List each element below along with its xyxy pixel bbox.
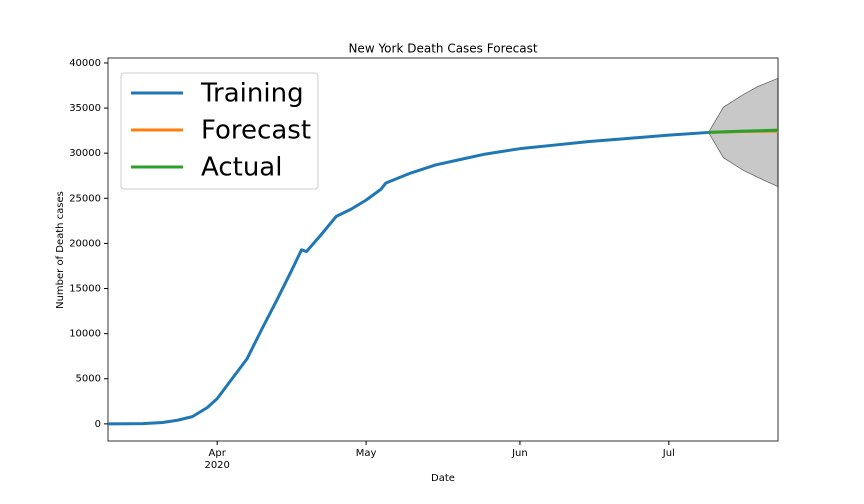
y-tick-label: 10000 bbox=[69, 329, 101, 340]
x-axis-label: Date bbox=[431, 473, 455, 484]
x-tick-label: May bbox=[356, 448, 377, 459]
chart-title: New York Death Cases Forecast bbox=[348, 42, 537, 56]
series-line bbox=[708, 128, 779, 134]
x-tick-sublabel: 2020 bbox=[204, 460, 229, 471]
series-line bbox=[107, 130, 709, 426]
y-tick-label: 20000 bbox=[69, 238, 101, 249]
y-tick-label: 0 bbox=[95, 419, 101, 430]
legend-label: Actual bbox=[201, 153, 282, 183]
legend-box bbox=[120, 72, 319, 190]
y-tick-label: 40000 bbox=[69, 58, 101, 69]
x-tick-label: Jun bbox=[511, 448, 528, 459]
y-tick-label: 5000 bbox=[76, 374, 101, 385]
y-tick-label: 30000 bbox=[69, 148, 101, 159]
legend-label: Training bbox=[200, 79, 304, 109]
plot-frame bbox=[107, 57, 779, 442]
x-tick-label: Apr bbox=[209, 448, 227, 459]
x-tick-label: Jul bbox=[662, 448, 675, 459]
y-tick-label: 35000 bbox=[69, 103, 101, 114]
y-tick-label: 25000 bbox=[69, 193, 101, 204]
y-axis-label: Number of Death cases bbox=[55, 191, 66, 309]
legend-label: Forecast bbox=[201, 116, 311, 146]
y-tick-label: 15000 bbox=[69, 284, 101, 295]
